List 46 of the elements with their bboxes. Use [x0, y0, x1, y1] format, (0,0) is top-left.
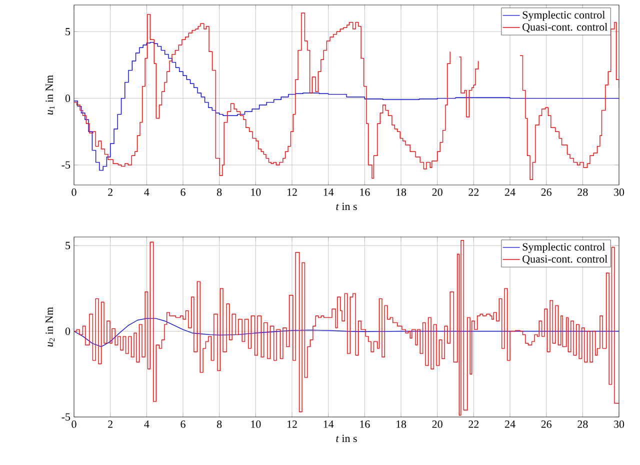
x-tick-label: 2 — [108, 188, 112, 196]
y-tick-label: -5 — [62, 161, 70, 169]
x-tick-label: 18 — [396, 188, 406, 196]
y-tick-label: -5 — [62, 413, 70, 421]
legend-label: Symplectic control — [522, 10, 605, 21]
x-tick-label: 18 — [396, 420, 406, 428]
x-tick-label: 14 — [324, 420, 334, 428]
x-tick-label: 12 — [287, 188, 297, 196]
x-axis-title: t in s — [336, 202, 357, 210]
legend-label: Quasi-cont. control — [522, 254, 608, 264]
x-tick-label: 0 — [72, 188, 76, 196]
x-tick-label: 22 — [468, 188, 479, 196]
legend-label: Quasi-cont. control — [522, 22, 608, 32]
x-tick-label: 14 — [324, 188, 334, 196]
y-tick-label: 0 — [65, 328, 70, 335]
x-tick-label: 8 — [217, 420, 222, 428]
x-tick-label: 24 — [505, 188, 516, 196]
x-tick-label: 2 — [108, 420, 112, 428]
x-tick-label: 16 — [360, 420, 370, 428]
x-tick-label: 28 — [578, 188, 588, 196]
y-tick-label: 5 — [66, 242, 70, 250]
x-tick-label: 12 — [287, 420, 297, 428]
x-tick-label: 10 — [251, 420, 261, 428]
x-tick-label: 22 — [468, 420, 479, 428]
y-axis-title: u$_{1}$ in Nm — [46, 75, 55, 115]
x-tick-label: 20 — [432, 188, 442, 196]
x-tick-label: 8 — [217, 188, 222, 196]
x-tick-label: 10 — [251, 188, 261, 196]
x-tick-label: 24 — [505, 420, 516, 428]
x-tick-label: 4 — [144, 188, 150, 196]
x-tick-label: 6 — [180, 420, 186, 428]
x-tick-label: 20 — [432, 420, 442, 428]
y-tick-label: 5 — [66, 28, 70, 36]
legend-label: Symplectic control — [522, 242, 605, 253]
y-tick-label: 0 — [65, 94, 70, 102]
x-tick-label: 26 — [541, 188, 552, 196]
x-tick-label: 4 — [144, 420, 150, 428]
x-tick-label: 30 — [614, 188, 624, 196]
x-tick-label: 26 — [541, 420, 552, 428]
x-tick-label: 16 — [360, 188, 370, 196]
x-tick-label: 28 — [578, 420, 588, 428]
x-tick-label: 0 — [72, 420, 76, 428]
x-tick-label: 6 — [180, 188, 186, 196]
x-axis-title: t in s — [336, 434, 357, 442]
y-axis-title: u$_{2}$ in Nm — [46, 307, 55, 347]
x-tick-label: 30 — [614, 420, 624, 428]
